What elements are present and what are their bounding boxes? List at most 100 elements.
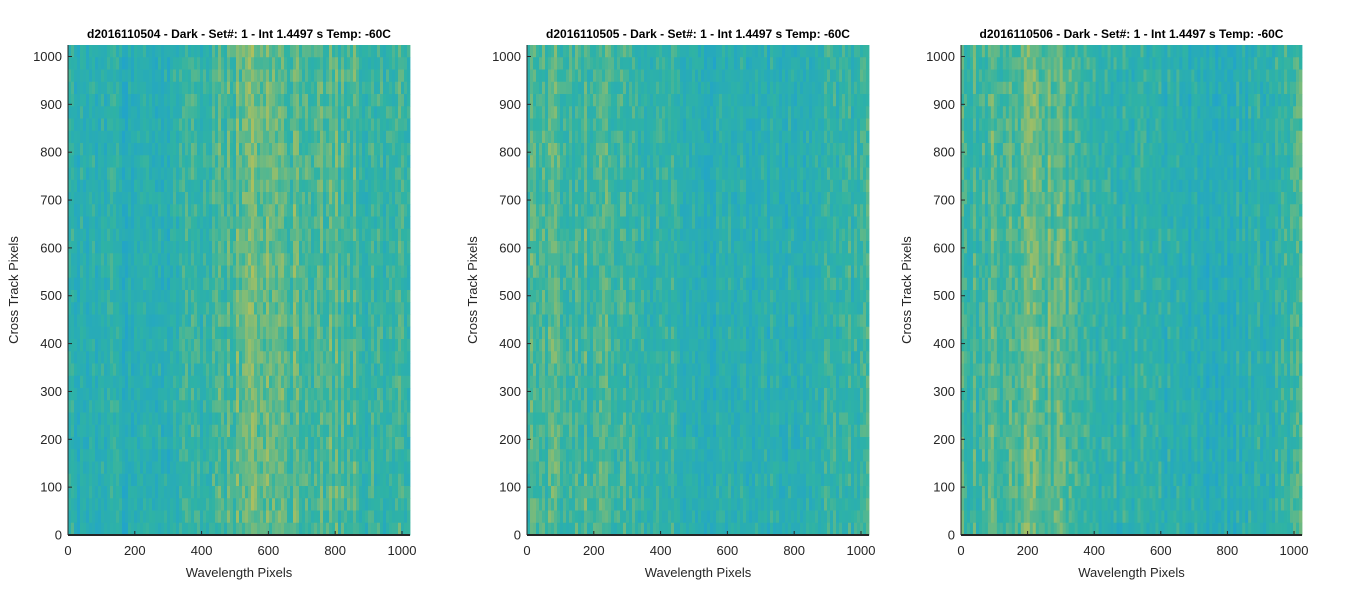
heatmap-cell [161,106,164,119]
heatmap-cell [377,119,380,132]
heatmap-cell [248,204,251,217]
heatmap-cell [197,106,200,119]
heatmap-cell [296,180,299,193]
heatmap-cell [170,388,173,401]
heatmap-cell [131,241,134,254]
heatmap-cell [359,45,362,58]
heatmap-cell [224,498,227,511]
heatmap-cell [152,376,155,389]
heatmap-cell [122,82,125,95]
heatmap-cell [182,253,185,266]
heatmap-cell [275,339,278,352]
heatmap-cell [113,45,116,58]
heatmap-cell [152,155,155,168]
heatmap-cell [290,315,293,328]
heatmap-cell [206,364,209,377]
heatmap-cell [311,94,314,107]
heatmap-cell [260,106,263,119]
heatmap-cell [107,437,110,450]
heatmap-cell [125,217,128,230]
heatmap-cell [284,155,287,168]
heatmap-cell [131,143,134,156]
heatmap-cell [134,131,137,144]
heatmap-cell [320,229,323,242]
heatmap-cell [386,327,389,340]
heatmap-cell [149,351,152,364]
heatmap-cell [179,241,182,254]
heatmap-cell [278,131,281,144]
heatmap-cell [272,376,275,389]
heatmap-cell [233,437,236,450]
heatmap-cell [161,425,164,438]
heatmap-cell [116,155,119,168]
heatmap-cell [398,180,401,193]
heatmap-cell [401,45,404,58]
heatmap-cell [284,290,287,303]
heatmap-cell [83,523,86,536]
heatmap-cell [101,217,104,230]
heatmap-cell [407,119,410,132]
heatmap-cell [284,45,287,58]
heatmap-cell [206,82,209,95]
heatmap-cell [110,523,113,536]
heatmap-cell [230,45,233,58]
heatmap-cell [71,376,74,389]
heatmap-cell [242,449,245,462]
heatmap-cell [296,217,299,230]
heatmap-cell [374,45,377,58]
heatmap-cell [182,400,185,413]
heatmap-cell [173,364,176,377]
heatmap-cell [194,511,197,524]
heatmap-cell [260,376,263,389]
heatmap-cell [149,45,152,58]
heatmap-cell [344,511,347,524]
heatmap-cell [311,364,314,377]
heatmap-cell [248,376,251,389]
heatmap-cell [176,400,179,413]
heatmap-cell [344,413,347,426]
heatmap-cell [317,388,320,401]
heatmap-cell [92,106,95,119]
heatmap-cell [383,449,386,462]
heatmap-cell [95,192,98,205]
heatmap-cell [197,45,200,58]
heatmap-cell [335,57,338,70]
heatmap-cell [293,217,296,230]
heatmap-cell [266,388,269,401]
heatmap-cell [104,229,107,242]
heatmap-cell [308,106,311,119]
heatmap-cell [98,119,101,132]
heatmap-cell [260,339,263,352]
heatmap-cell [191,388,194,401]
heatmap-cell [146,364,149,377]
heatmap-cell [296,45,299,58]
heatmap-cell [194,70,197,83]
heatmap-cell [179,376,182,389]
heatmap-cell [329,241,332,254]
heatmap-cell [233,278,236,291]
heatmap-cell [203,57,206,70]
heatmap-cell [320,266,323,279]
heatmap-cell [293,266,296,279]
heatmap-cell [206,290,209,303]
heatmap-cell [89,474,92,487]
heatmap-cell [200,266,203,279]
heatmap-cell [218,425,221,438]
heatmap-cell [89,388,92,401]
heatmap-cell [290,302,293,315]
heatmap-cell [332,119,335,132]
heatmap-cell [140,425,143,438]
heatmap-cell [545,376,548,389]
heatmap-cell [80,413,83,426]
heatmap-cell [152,192,155,205]
heatmap-cell [227,498,230,511]
heatmap-cell [257,523,260,536]
heatmap-cell [344,143,347,156]
heatmap-cell [140,511,143,524]
heatmap-cell [275,217,278,230]
heatmap-cell [296,339,299,352]
heatmap-cell [311,168,314,181]
heatmap-cell [236,192,239,205]
heatmap-cell [242,229,245,242]
heatmap-cell [164,253,167,266]
